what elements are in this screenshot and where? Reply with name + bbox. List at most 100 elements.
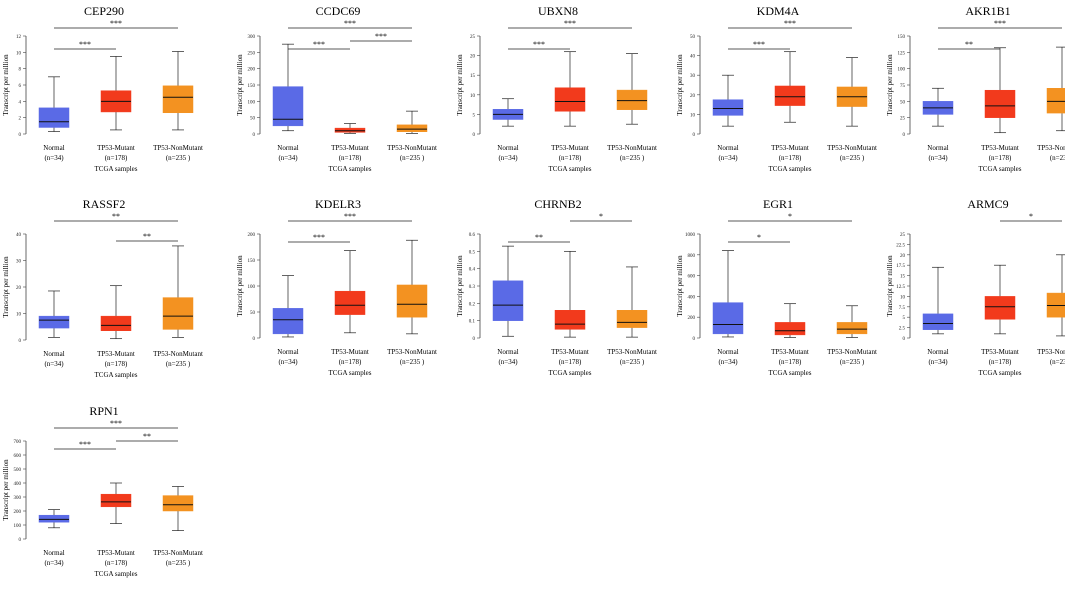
sample-count-label: (n=235 ): [1050, 154, 1065, 162]
y-axis-label: Transcript per million: [886, 255, 894, 317]
category-label: TP53-NonMutant: [607, 348, 657, 356]
y-tick-label: 0.2: [469, 302, 476, 307]
iqr-box: [1046, 88, 1065, 114]
y-tick-label: 400: [688, 295, 696, 300]
y-axis-label: Transcript per million: [236, 54, 244, 116]
significance-label: ***: [564, 19, 576, 28]
box-normal: [492, 98, 524, 127]
box-tp53-mutant: [100, 56, 132, 131]
box-tp53-nonmutant: [1046, 254, 1065, 337]
significance-label: **: [112, 212, 120, 221]
sample-count-label: (n=34): [278, 154, 298, 162]
significance-label: ***: [79, 440, 91, 449]
x-axis-label: TCGA samples: [329, 165, 372, 173]
iqr-box: [396, 284, 428, 318]
box-normal: [272, 275, 304, 338]
x-axis-label: TCGA samples: [549, 165, 592, 173]
y-tick-label: 40: [16, 233, 22, 238]
sample-count-label: (n=178): [779, 358, 802, 366]
category-label: TP53-Mutant: [981, 348, 1019, 356]
boxplot-panel-kdm4a: KDM4A 0 10 20 30 40 50 Transcript per million No…: [676, 4, 877, 173]
category-label: TP53-NonMutant: [827, 144, 877, 152]
category-label: TP53-NonMutant: [153, 144, 203, 152]
significance-label: ***: [784, 19, 796, 28]
box-tp53-mutant: [554, 51, 586, 127]
y-tick-label: 100: [14, 524, 22, 529]
y-tick-label: 150: [898, 35, 906, 40]
category-label: Normal: [927, 144, 948, 152]
chart-title: AKR1B1: [965, 4, 1010, 18]
y-axis-label: Transcript per million: [2, 459, 10, 521]
y-axis-label: Transcript per million: [456, 255, 464, 317]
significance-label: **: [143, 432, 151, 441]
box-normal: [922, 87, 954, 127]
box-tp53-mutant: [100, 285, 132, 340]
chart-title: ARMC9: [967, 197, 1008, 211]
sample-count-label: (n=178): [989, 358, 1012, 366]
y-tick-label: 0: [693, 337, 696, 342]
significance-label: ***: [344, 19, 356, 28]
y-tick-label: 0: [253, 133, 256, 138]
x-axis-label: TCGA samples: [95, 165, 138, 173]
sample-count-label: (n=235 ): [166, 559, 191, 567]
category-label: TP53-NonMutant: [827, 348, 877, 356]
boxplot-panel-ubxn8: UBXN8 0 5 10 15 20 25 Transcript per million Nor…: [456, 4, 657, 173]
box-tp53-mutant: [774, 303, 806, 338]
y-axis-label: Transcript per million: [456, 54, 464, 116]
y-tick-label: 100: [248, 100, 256, 105]
chart-title: KDELR3: [315, 197, 361, 211]
sample-count-label: (n=34): [44, 559, 64, 567]
chart-title: KDM4A: [757, 4, 800, 18]
y-tick-label: 10: [900, 295, 906, 300]
y-tick-label: 15: [470, 74, 476, 79]
y-axis-label: Transcript per million: [2, 256, 10, 318]
category-label: TP53-NonMutant: [387, 144, 437, 152]
sample-count-label: (n=235 ): [840, 154, 865, 162]
box-tp53-nonmutant: [616, 53, 648, 125]
sample-count-label: (n=178): [105, 360, 128, 368]
y-axis-label: Transcript per million: [676, 54, 684, 116]
chart-title: CCDC69: [316, 4, 361, 18]
sample-count-label: (n=178): [559, 154, 582, 162]
significance-label: *: [788, 212, 792, 221]
sample-count-label: (n=178): [559, 358, 582, 366]
iqr-box: [616, 89, 648, 110]
boxplot-panel-rassf2: RASSF2 0 10 20 30 40 Transcript per million Nor…: [2, 197, 203, 379]
y-tick-label: 6: [19, 84, 22, 89]
y-tick-label: 2.5: [899, 327, 906, 332]
y-axis-label: Transcript per million: [2, 54, 10, 116]
y-tick-label: 25: [470, 35, 476, 40]
category-label: Normal: [717, 144, 738, 152]
y-tick-label: 500: [14, 468, 22, 473]
box-tp53-nonmutant: [162, 486, 194, 531]
box-normal: [38, 509, 70, 529]
box-tp53-mutant: [984, 264, 1016, 335]
chart-title: CHRNB2: [534, 197, 581, 211]
sample-count-label: (n=235 ): [400, 154, 425, 162]
category-label: TP53-Mutant: [981, 144, 1019, 152]
boxplot-panel-cep290: CEP290 0 2 4 6 8 10 12 Transcript per million Nor…: [2, 4, 203, 173]
iqr-box: [922, 313, 954, 330]
box-normal: [712, 74, 744, 127]
y-tick-label: 50: [690, 35, 696, 40]
y-tick-label: 7.5: [899, 306, 906, 311]
significance-label: ***: [313, 40, 325, 49]
y-tick-label: 2: [19, 117, 22, 122]
iqr-box: [492, 280, 524, 321]
x-axis-label: TCGA samples: [95, 371, 138, 379]
y-tick-label: 300: [14, 496, 22, 501]
y-tick-label: 30: [16, 260, 22, 265]
category-label: Normal: [497, 348, 518, 356]
category-label: TP53-NonMutant: [607, 144, 657, 152]
box-normal: [272, 43, 304, 132]
y-tick-label: 250: [248, 51, 256, 56]
iqr-box: [100, 493, 132, 508]
y-tick-label: 25: [900, 117, 906, 122]
box-tp53-mutant: [984, 47, 1016, 134]
sample-count-label: (n=235 ): [620, 358, 645, 366]
y-tick-label: 20: [690, 94, 696, 99]
y-tick-label: 0.5: [469, 250, 476, 255]
category-label: TP53-Mutant: [331, 144, 369, 152]
chart-title: UBXN8: [538, 4, 578, 18]
